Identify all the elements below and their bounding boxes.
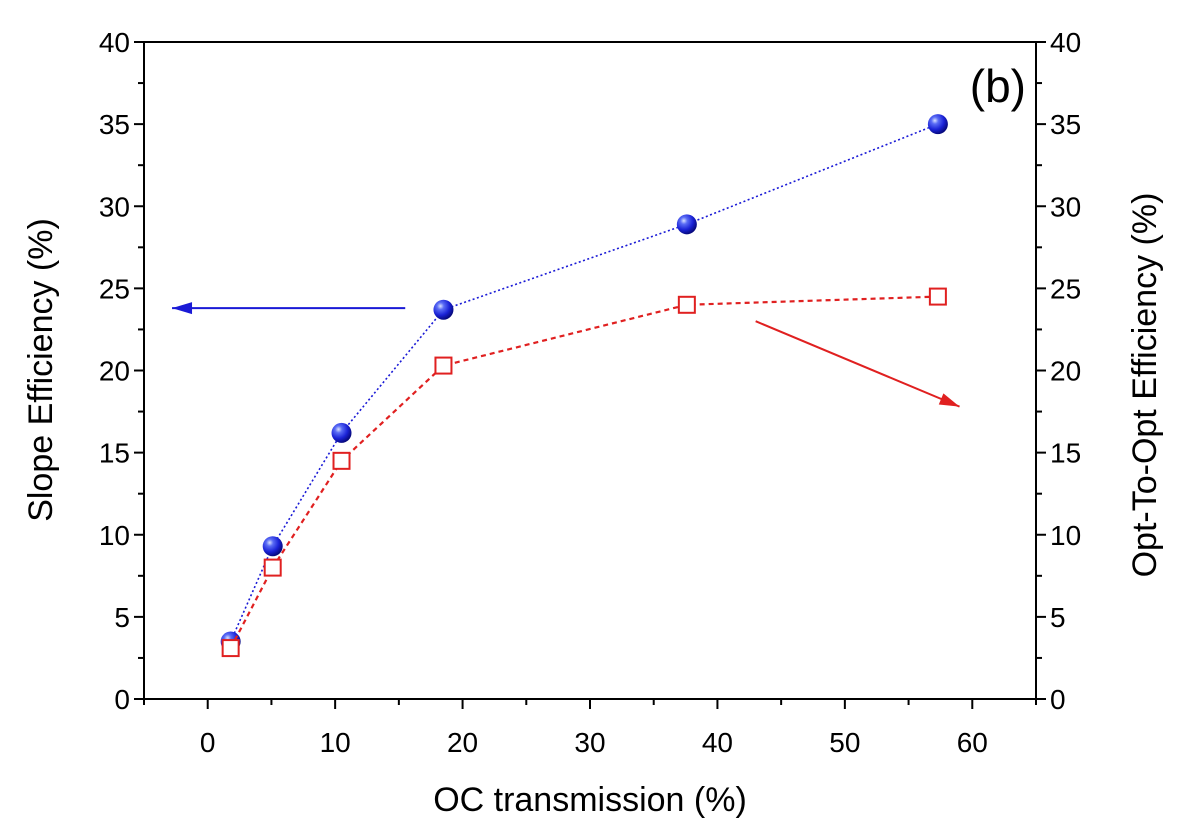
data-point-square <box>677 295 696 314</box>
y-right-tick-label: 5 <box>1050 602 1066 633</box>
y-left-tick-label: 20 <box>99 356 130 387</box>
y-axis-left-title: Slope Efficiency (%) <box>22 218 60 522</box>
data-point-sphere <box>331 422 352 443</box>
data-point-sphere <box>262 536 283 557</box>
y-left-tick-label: 0 <box>114 684 130 715</box>
y-left-tick-label: 15 <box>99 438 130 469</box>
annotation-arrows <box>172 302 960 408</box>
data-point-sphere <box>676 214 697 235</box>
series-line <box>229 295 938 649</box>
data-point-sphere <box>433 299 454 320</box>
annotation-arrow-line <box>755 320 960 408</box>
x-tick-label: 0 <box>200 727 216 758</box>
data-point-square <box>332 451 351 470</box>
y-right-tick-label: 35 <box>1050 109 1081 140</box>
data-point-square <box>434 356 453 375</box>
annotation-arrow-head <box>938 393 960 407</box>
y-left-tick-label: 30 <box>99 191 130 222</box>
data-point-square <box>928 287 947 306</box>
x-tick-label: 10 <box>320 727 351 758</box>
y-left-tick-label: 40 <box>99 27 130 58</box>
y-right-tick-label: 30 <box>1050 191 1081 222</box>
x-axis-title: OC transmission (%) <box>433 781 747 819</box>
y-right-tick-label: 20 <box>1050 356 1081 387</box>
data-point-sphere <box>927 114 948 135</box>
x-tick-label: 50 <box>829 727 860 758</box>
x-tick-label: 40 <box>702 727 733 758</box>
series-line <box>229 123 939 642</box>
y-right-tick-label: 40 <box>1050 27 1081 58</box>
y-right-tick-label: 10 <box>1050 520 1081 551</box>
y-left-tick-label: 35 <box>99 109 130 140</box>
data-point-square <box>263 558 282 577</box>
y-left-tick-label: 10 <box>99 520 130 551</box>
x-tick-label: 20 <box>447 727 478 758</box>
y-right-tick-label: 25 <box>1050 273 1081 304</box>
y-right-tick-label: 15 <box>1050 438 1081 469</box>
data-point-square <box>221 639 240 658</box>
x-tick-label: 60 <box>957 727 988 758</box>
plot-frame <box>143 41 1037 700</box>
annotation-arrow-head <box>172 302 193 315</box>
axis-ticks: 0 10 20 30 40 50 60 0 0 5 5 10 10 15 15 20 20 25 25 30 30 35 3… <box>99 27 1081 758</box>
y-right-tick-label: 0 <box>1050 684 1066 715</box>
y-axis-right-title: Opt-To-Opt Efficiency (%) <box>1126 193 1164 578</box>
y-left-tick-label: 25 <box>99 273 130 304</box>
panel-label: (b) <box>970 60 1026 112</box>
data-series <box>220 114 948 658</box>
y-left-tick-label: 5 <box>114 602 130 633</box>
x-tick-label: 30 <box>574 727 605 758</box>
